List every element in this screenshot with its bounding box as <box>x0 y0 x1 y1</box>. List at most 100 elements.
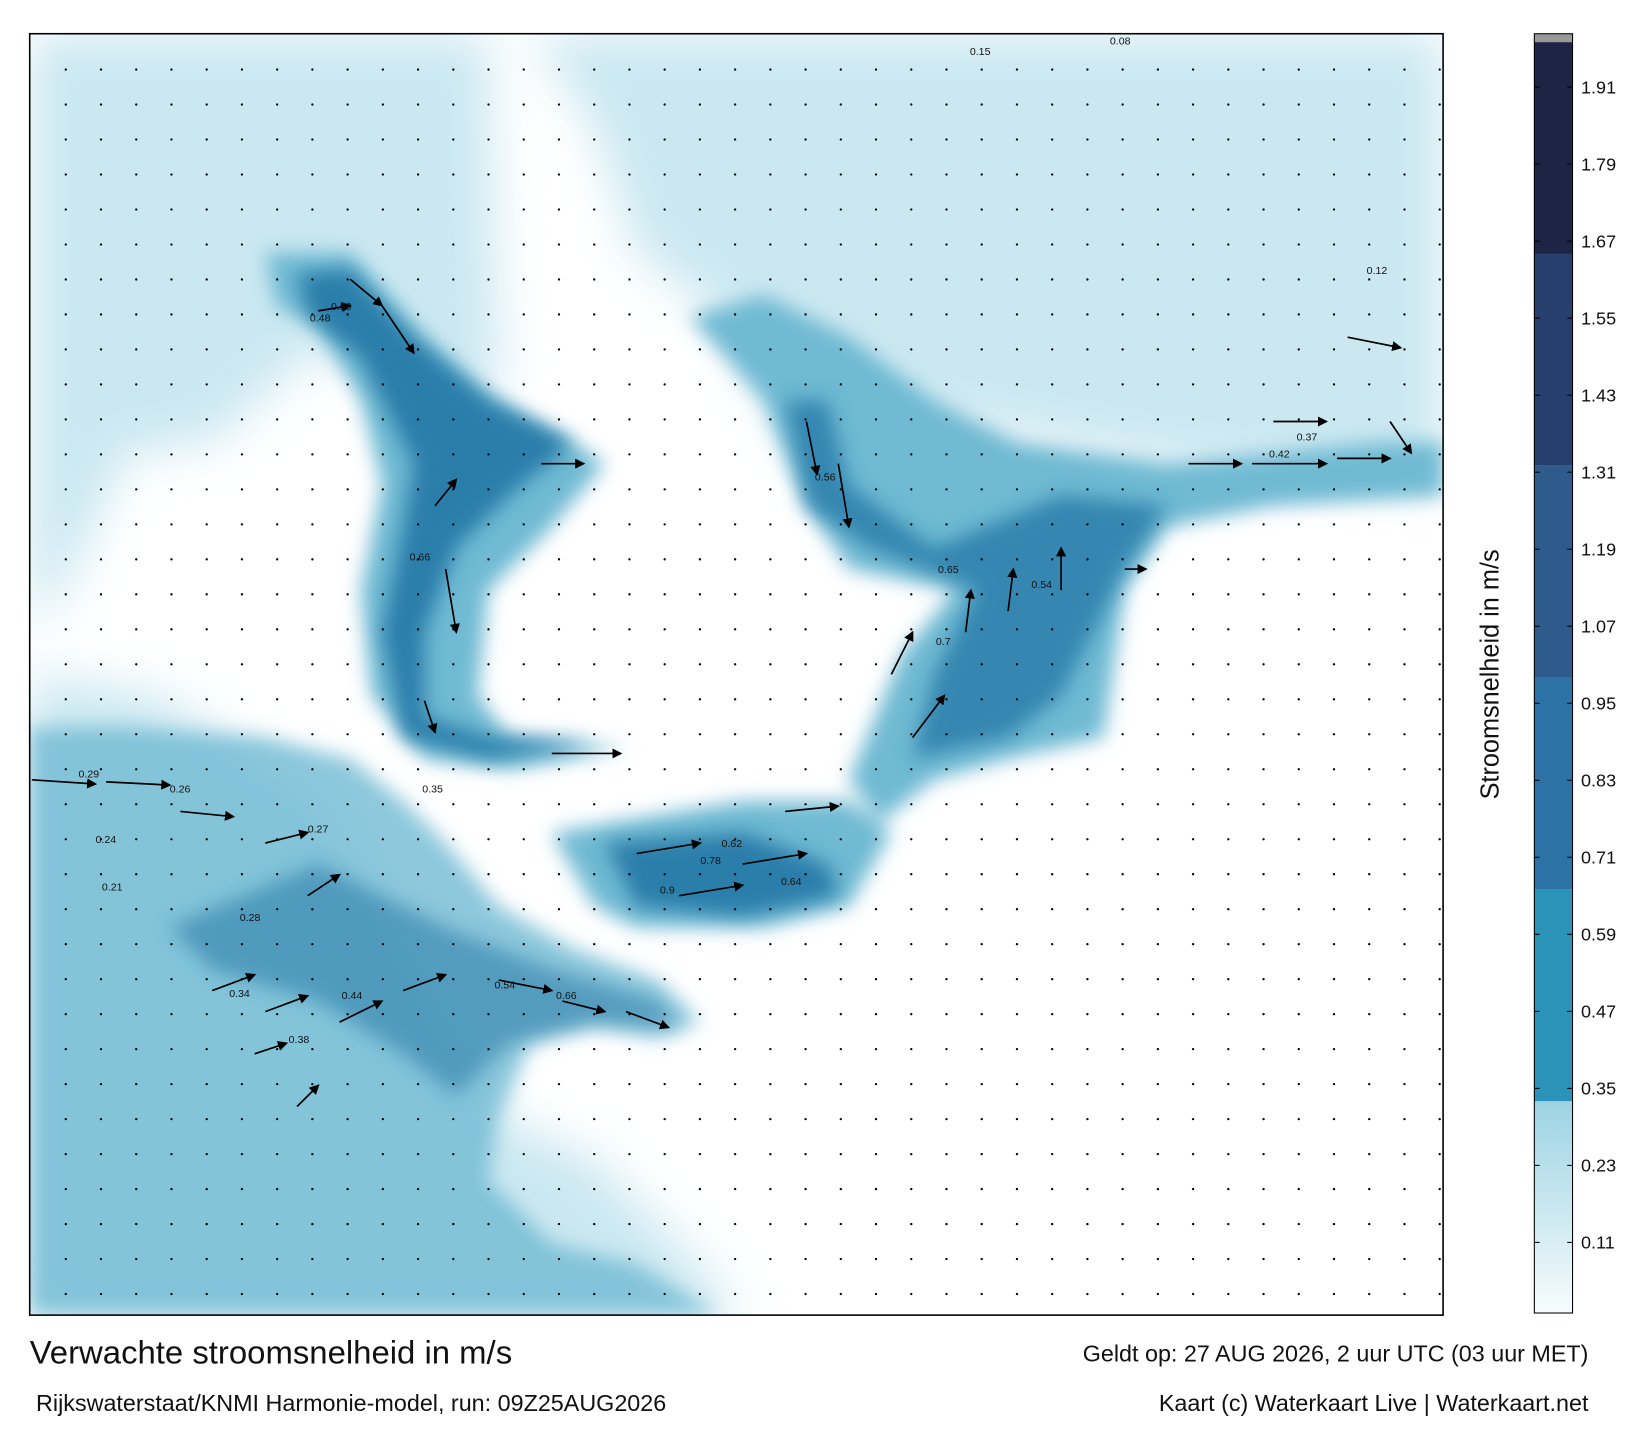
grid-dot <box>1368 173 1371 176</box>
grid-dot <box>1191 908 1195 911</box>
grid-dot <box>628 488 631 491</box>
grid-dot <box>769 1222 772 1226</box>
grid-dot <box>170 1082 173 1086</box>
grid-dot <box>733 1047 737 1051</box>
grid-dot <box>1051 593 1054 596</box>
grid-dot <box>874 733 878 736</box>
grid-dot <box>1191 628 1195 631</box>
grid-dot <box>487 873 490 876</box>
grid-dot <box>487 1187 490 1191</box>
grid-dot <box>910 628 913 631</box>
grid-dot <box>1051 138 1054 141</box>
grid-dot <box>1086 978 1089 981</box>
grid-dot <box>1297 173 1300 176</box>
grid-dot <box>1368 1047 1371 1051</box>
grid-dot <box>1227 313 1230 316</box>
grid-dot <box>240 1117 244 1121</box>
grid-dot <box>170 1152 173 1156</box>
grid-dot <box>1191 488 1195 491</box>
grid-dot <box>1438 1222 1441 1226</box>
grid-dot <box>557 698 561 701</box>
grid-dot <box>733 523 737 526</box>
grid-dot <box>1121 733 1124 736</box>
grid-dot <box>980 1292 983 1296</box>
grid-dot <box>1368 1222 1371 1226</box>
grid-dot <box>1227 1047 1230 1051</box>
grid-dot <box>205 1152 208 1156</box>
grid-dot <box>593 663 596 666</box>
grid-dot <box>1438 278 1441 281</box>
grid-dot <box>804 1257 807 1261</box>
grid-dot <box>522 768 525 771</box>
grid-dot <box>945 908 948 911</box>
grid-dot <box>698 663 702 666</box>
grid-dot <box>1332 1117 1336 1121</box>
grid-dot <box>311 173 314 176</box>
grid-dot <box>522 1082 525 1086</box>
grid-dot <box>1297 733 1300 736</box>
grid-dot <box>240 1012 244 1016</box>
current-arrow <box>402 972 448 992</box>
grid-dot <box>64 1047 67 1051</box>
grid-dot <box>99 1222 103 1226</box>
grid-dot <box>416 908 420 911</box>
grid-dot <box>945 593 948 596</box>
grid-dot <box>945 943 948 946</box>
grid-dot <box>522 1187 525 1191</box>
grid-dot <box>1262 838 1265 841</box>
grid-dot <box>311 1187 314 1191</box>
grid-dot <box>593 173 596 176</box>
grid-dot <box>733 138 737 141</box>
grid-dot <box>346 1187 349 1191</box>
grid-dot <box>733 1187 737 1191</box>
grid-dot <box>1262 1187 1265 1191</box>
grid-dot <box>1121 173 1124 176</box>
grid-dot <box>1262 523 1265 526</box>
grid-dot <box>733 663 737 666</box>
grid-dot <box>1368 593 1371 596</box>
grid-dot <box>557 173 561 176</box>
grid-dot <box>1015 383 1019 386</box>
grid-dot <box>1015 978 1019 981</box>
grid-dot <box>1015 593 1019 596</box>
grid-dot <box>1438 488 1441 491</box>
grid-dot <box>557 558 561 561</box>
grid-dot <box>1121 138 1124 141</box>
grid-dot <box>1051 698 1054 701</box>
grid-dot <box>1191 838 1195 841</box>
grid-dot <box>1015 243 1019 246</box>
grid-dot <box>1262 278 1265 281</box>
grid-dot <box>839 768 842 771</box>
grid-dot <box>733 278 737 281</box>
grid-dot <box>663 908 666 911</box>
grid-dot <box>593 523 596 526</box>
grid-dot <box>1297 628 1300 631</box>
grid-dot <box>1015 908 1019 911</box>
grid-dot <box>557 733 561 736</box>
grid-dot <box>381 1082 385 1086</box>
grid-dot <box>64 558 67 561</box>
grid-dot <box>170 173 173 176</box>
grid-dot <box>910 523 913 526</box>
grid-dot <box>980 1187 983 1191</box>
grid-dot <box>698 558 702 561</box>
grid-dot <box>839 418 842 421</box>
grid-dot <box>240 908 244 911</box>
grid-dot <box>1086 873 1089 876</box>
grid-dot <box>346 943 349 946</box>
grid-dot <box>381 1012 385 1016</box>
grid-dot <box>1121 803 1124 806</box>
grid-dot <box>628 523 631 526</box>
speed-label: 0.42 <box>1269 448 1290 460</box>
grid-dot <box>980 943 983 946</box>
grid-dot <box>804 663 807 666</box>
grid-dot <box>1332 453 1336 456</box>
current-arrow <box>381 305 415 355</box>
grid-dot <box>874 1082 878 1086</box>
grid-dot <box>170 488 173 491</box>
grid-dot <box>170 768 173 771</box>
grid-dot <box>1262 593 1265 596</box>
grid-dot <box>522 593 525 596</box>
grid-dot <box>1156 208 1160 211</box>
grid-dot <box>557 593 561 596</box>
